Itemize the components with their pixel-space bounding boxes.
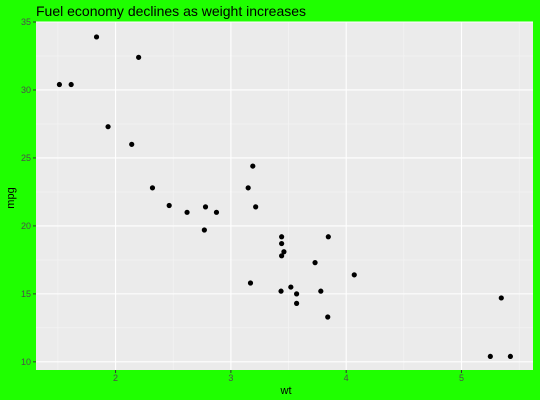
data-point — [288, 284, 294, 290]
data-point — [279, 240, 285, 247]
y-tick-label: 30 — [21, 85, 31, 95]
y-tick-label: 15 — [21, 289, 31, 299]
data-point — [279, 234, 285, 240]
y-tick-label: 35 — [21, 17, 31, 27]
data-point — [201, 227, 207, 233]
minor-gridlines — [36, 22, 533, 370]
data-point — [325, 234, 331, 240]
x-tick-label: 3 — [228, 373, 233, 383]
y-axis-ticks: 10 15 20 25 30 35 — [21, 17, 36, 367]
data-point — [105, 124, 111, 130]
data-point — [318, 288, 324, 294]
y-tick-label: 10 — [21, 357, 31, 367]
data-point — [93, 34, 100, 40]
data-point — [166, 202, 172, 209]
data-point — [245, 185, 251, 191]
y-tick-label: 20 — [21, 221, 31, 231]
data-point — [279, 253, 285, 259]
y-axis-label: mpg — [5, 187, 17, 208]
data-point — [487, 353, 493, 360]
chart-title: Fuel economy declines as weight increase… — [36, 3, 306, 19]
data-point — [136, 54, 142, 60]
data-point — [281, 249, 287, 255]
data-point — [250, 163, 256, 169]
data-point — [129, 141, 135, 147]
plot-panel — [36, 22, 533, 370]
data-point — [184, 209, 190, 215]
x-tick-label: 5 — [459, 373, 464, 383]
data-point — [351, 272, 357, 278]
data-point — [202, 204, 209, 210]
data-point — [68, 81, 74, 88]
x-tick-label: 4 — [344, 373, 349, 383]
data-point — [325, 314, 331, 320]
major-gridlines — [36, 21, 533, 370]
data-point — [253, 204, 259, 210]
data-points — [56, 34, 513, 360]
data-point — [213, 209, 220, 215]
data-point — [498, 295, 504, 301]
x-tick-label: 2 — [113, 373, 118, 383]
data-point — [294, 291, 300, 297]
data-point — [247, 280, 254, 286]
data-point — [507, 353, 513, 360]
x-axis-label: wt — [280, 385, 292, 397]
data-point — [294, 300, 300, 306]
data-point — [278, 288, 284, 294]
y-tick-label: 25 — [21, 153, 31, 163]
data-point — [312, 260, 318, 266]
x-axis-ticks: 2 3 4 5 — [113, 370, 464, 383]
data-point — [149, 185, 156, 191]
data-point — [56, 81, 63, 88]
